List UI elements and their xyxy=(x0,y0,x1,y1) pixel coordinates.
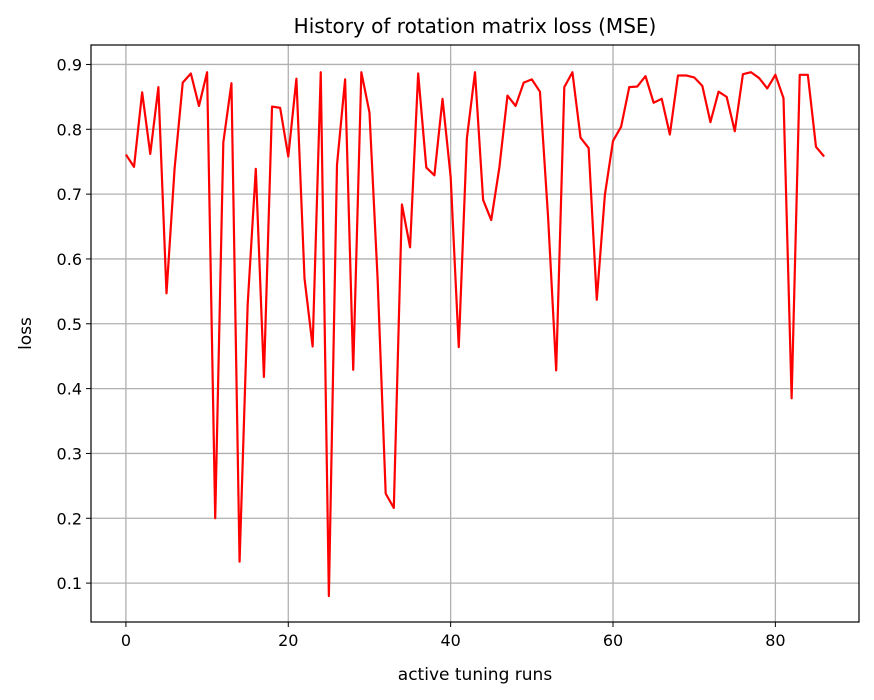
y-tick-label: 0.7 xyxy=(57,185,82,204)
y-tick-label: 0.3 xyxy=(57,444,82,463)
series-line xyxy=(124,71,825,598)
x-tick-label: 80 xyxy=(765,631,785,650)
chart-title: History of rotation matrix loss (MSE) xyxy=(294,14,657,38)
x-tick-label: 40 xyxy=(440,631,460,650)
x-tick-label: 60 xyxy=(603,631,623,650)
x-axis-label: active tuning runs xyxy=(398,665,553,685)
y-tick-label: 0.5 xyxy=(57,315,82,334)
y-tick-label: 0.8 xyxy=(57,120,82,139)
x-axis-ticks: 0 20 40 60 80 xyxy=(121,622,786,650)
y-axis-ticks: 0.1 0.2 0.3 0.4 0.5 0.6 0.7 0.8 0.9 xyxy=(57,55,91,593)
plot-frame xyxy=(90,44,860,623)
y-tick-label: 0.9 xyxy=(57,55,82,74)
y-tick-label: 0.6 xyxy=(57,250,82,269)
y-tick-label: 0.1 xyxy=(57,574,82,593)
y-axis-label: loss xyxy=(16,317,36,350)
x-tick-label: 0 xyxy=(121,631,131,650)
series-layer xyxy=(124,71,825,598)
x-tick-label: 20 xyxy=(278,631,298,650)
y-tick-label: 0.2 xyxy=(57,509,82,528)
grid-lines xyxy=(91,45,859,622)
y-tick-label: 0.4 xyxy=(57,380,82,399)
